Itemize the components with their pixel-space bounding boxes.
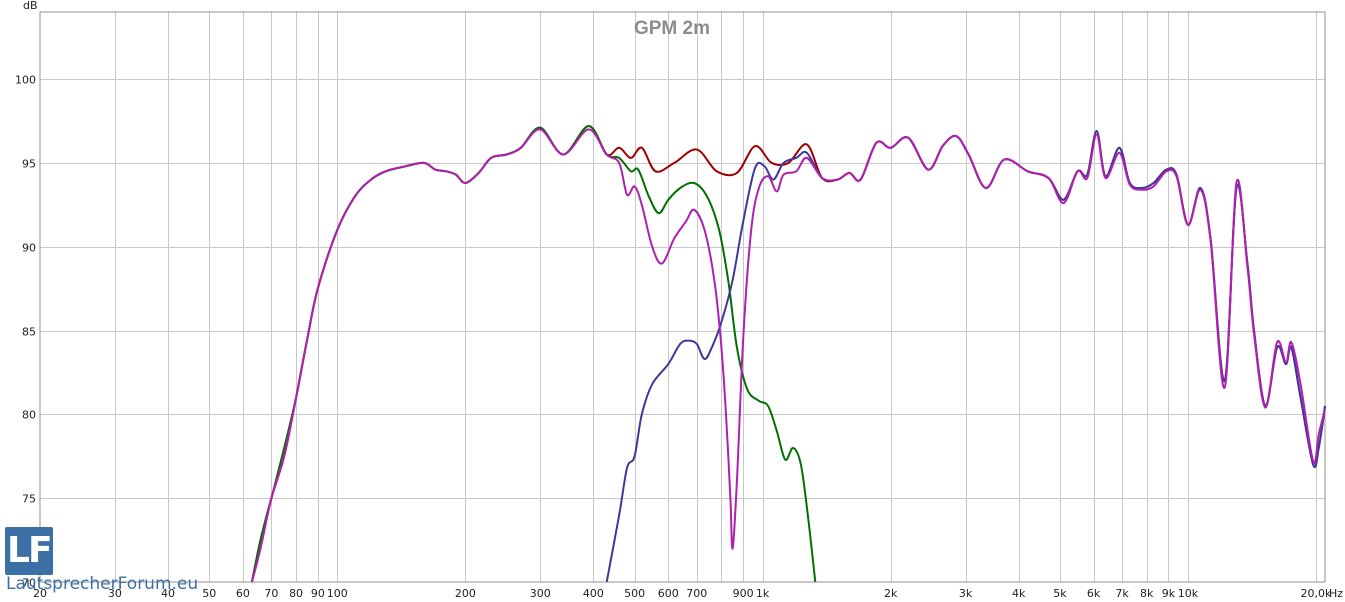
y-tick-labels: 70 75 80 85 90 95 100 <box>15 74 36 590</box>
y-tick-label: 70 <box>22 577 36 590</box>
chart-title: GPM 2m <box>634 18 710 39</box>
series-line-4 <box>250 128 1326 583</box>
x-tick-label: 9k <box>1162 587 1176 600</box>
x-tick-label: 500 <box>624 587 645 600</box>
x-axis-label: Hz <box>1329 587 1343 600</box>
y-tick-label: 100 <box>15 74 36 87</box>
x-tick-label: 20 <box>33 587 47 600</box>
logo-letters: LF <box>7 530 53 571</box>
y-tick-label: 85 <box>22 326 36 339</box>
y-tick-label: 90 <box>22 242 36 255</box>
x-tick-label: 30 <box>108 587 122 600</box>
logo-badge <box>5 527 53 575</box>
y-tick-label: 80 <box>22 409 36 422</box>
x-tick-label: 70 <box>264 587 278 600</box>
x-tick-label: 900 <box>733 587 754 600</box>
x-tick-label: 80 <box>289 587 303 600</box>
x-tick-label: 4k <box>1012 587 1026 600</box>
x-tick-label: 3k <box>959 587 973 600</box>
x-tick-label: 90 <box>311 587 325 600</box>
x-tick-label: 7k <box>1115 587 1129 600</box>
series-line-1 <box>250 125 1326 583</box>
x-tick-label: 6k <box>1087 587 1101 600</box>
x-tick-label: 600 <box>658 587 679 600</box>
x-tick-label: 5k <box>1053 587 1067 600</box>
x-tick-label: 700 <box>686 587 707 600</box>
watermark-text: LautsprecherForum.eu <box>6 574 199 594</box>
x-tick-label: 300 <box>530 587 551 600</box>
x-tick-label: 10k <box>1178 587 1199 600</box>
series-group <box>250 125 1326 583</box>
x-tick-label: 2k <box>884 587 898 600</box>
x-tick-label: 20,0k <box>1301 587 1332 600</box>
grid <box>40 12 1325 582</box>
x-tick-label: 50 <box>202 587 216 600</box>
plot-frame <box>39 11 1326 583</box>
x-tick-label: 1k <box>756 587 770 600</box>
series-line-3 <box>605 129 1326 583</box>
y-tick-label: 75 <box>22 493 36 506</box>
x-tick-label: 200 <box>455 587 476 600</box>
x-tick-labels: 20 30 40 50 60 70 80 90 100 200 300 400 500 600 700 900… <box>33 587 1332 600</box>
x-tick-label: 400 <box>583 587 604 600</box>
x-tick-label: 8k <box>1140 587 1154 600</box>
x-tick-label: 40 <box>161 587 175 600</box>
x-tick-label: 100 <box>327 587 348 600</box>
y-tick-label: 95 <box>22 158 36 171</box>
x-tick-label: 60 <box>236 587 250 600</box>
y-axis-label: dB <box>23 0 38 12</box>
